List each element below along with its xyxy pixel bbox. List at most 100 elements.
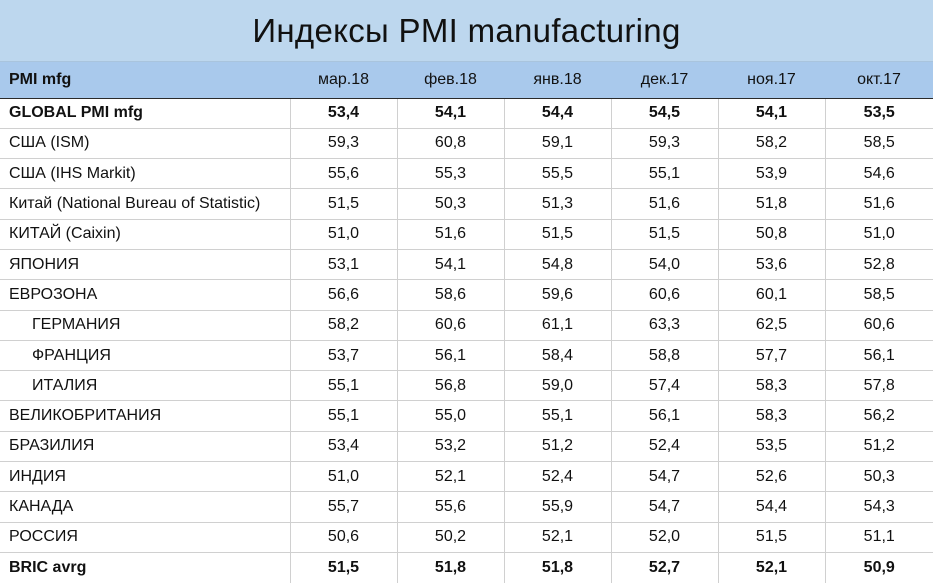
row-value: 54,0 [610,249,718,281]
row-value: 58,5 [824,279,933,311]
row-value: 51,5 [289,188,397,220]
row-value: 60,8 [396,128,504,160]
table-row: США (IHS Markit) 55,6 55,3 55,5 55,1 53,9 54,6 [0,158,933,190]
row-value: 52,1 [396,461,504,493]
row-value: 51,1 [824,522,933,553]
row-value: 57,7 [717,340,825,372]
row-value: 53,5 [717,431,825,463]
header-label: PMI mfg [0,62,290,99]
table-row: ИТАЛИЯ 55,1 56,8 59,0 57,4 58,3 57,8 [0,370,933,402]
header-row: PMI mfg мар.18 фев.18 янв.18 дек.17 ноя.… [0,62,933,99]
row-value: 57,8 [824,370,933,402]
row-value: 52,8 [824,249,933,281]
row-label: ЯПОНИЯ [0,249,290,281]
row-label: ЕВРОЗОНА [0,279,290,311]
row-value: 51,8 [717,188,825,220]
row-value: 51,8 [503,551,611,583]
row-value: 55,1 [503,400,611,432]
table-row: Китай (National Bureau of Statistic) 51,5… [0,188,933,220]
row-value: 59,0 [503,370,611,402]
row-value: 55,3 [396,158,504,190]
row-value: 53,5 [824,98,933,129]
header-month: мар.18 [290,62,397,99]
row-value: 58,8 [610,340,718,372]
row-value: 59,3 [610,128,718,160]
row-value: 55,0 [396,400,504,432]
row-value: 51,6 [824,188,933,220]
row-value: 51,0 [289,461,397,493]
row-value: 63,3 [610,310,718,341]
row-value: 56,1 [824,340,933,372]
row-value: 62,5 [717,310,825,341]
row-value: 53,9 [717,158,825,190]
row-value: 51,0 [824,219,933,250]
row-label: КАНАДА [0,491,290,523]
row-value: 58,5 [824,128,933,160]
page-title: Индексы PMI manufacturing [252,11,681,49]
table-row: GLOBAL PMI mfg 53,4 54,1 54,4 54,5 54,1 53,5 [0,98,933,129]
row-value: 59,3 [289,128,397,160]
row-value: 51,5 [503,219,611,250]
header-month: окт.17 [825,62,933,99]
row-value: 58,2 [717,128,825,160]
row-value: 51,6 [610,188,718,220]
row-value: 60,1 [717,279,825,311]
table-row: ВЕЛИКОБРИТАНИЯ 55,1 55,0 55,1 56,1 58,3 56,2 [0,400,933,432]
row-value: 55,5 [503,158,611,190]
row-label: США (ISM) [0,128,290,160]
row-value: 53,2 [396,431,504,463]
row-value: 50,2 [396,522,504,553]
row-value: 52,4 [503,461,611,493]
row-value: 50,9 [824,551,933,583]
row-value: 54,7 [610,461,718,493]
row-value: 53,6 [717,249,825,281]
row-value: 54,6 [824,158,933,190]
row-label: ВЕЛИКОБРИТАНИЯ [0,400,290,432]
table-header: PMI mfg мар.18 фев.18 янв.18 дек.17 ноя.… [0,62,933,99]
row-value: 56,6 [289,279,397,311]
row-value: 55,1 [289,370,397,402]
header-month: дек.17 [611,62,718,99]
row-label: РОССИЯ [0,522,290,553]
row-value: 58,4 [503,340,611,372]
table-row: ЕВРОЗОНА 56,6 58,6 59,6 60,6 60,1 58,5 [0,279,933,311]
row-value: 54,5 [610,98,718,129]
title-banner: Индексы PMI manufacturing [0,0,933,62]
row-value: 54,1 [396,98,504,129]
row-value: 50,3 [824,461,933,493]
row-value: 56,8 [396,370,504,402]
row-value: 58,2 [289,310,397,341]
row-value: 56,1 [396,340,504,372]
row-value: 55,6 [396,491,504,523]
row-value: 52,0 [610,522,718,553]
row-value: 53,4 [289,431,397,463]
row-value: 51,5 [717,522,825,553]
row-value: 51,0 [289,219,397,250]
table-row: ГЕРМАНИЯ 58,2 60,6 61,1 63,3 62,5 60,6 [0,310,933,341]
row-value: 52,7 [610,551,718,583]
row-value: 51,8 [396,551,504,583]
table-row: BRIC avrg 51,5 51,8 51,8 52,7 52,1 50,9 [0,551,933,583]
row-value: 55,7 [289,491,397,523]
row-value: 55,1 [289,400,397,432]
row-value: 60,6 [824,310,933,341]
table-row: ФРАНЦИЯ 53,7 56,1 58,4 58,8 57,7 56,1 [0,340,933,372]
row-value: 54,4 [503,98,611,129]
row-value: 56,2 [824,400,933,432]
row-value: 52,1 [503,522,611,553]
row-value: 51,2 [503,431,611,463]
row-value: 61,1 [503,310,611,341]
row-label: GLOBAL PMI mfg [0,98,290,129]
row-value: 52,4 [610,431,718,463]
row-value: 54,7 [610,491,718,523]
table-row: ИНДИЯ 51,0 52,1 52,4 54,7 52,6 50,3 [0,461,933,493]
row-value: 55,1 [610,158,718,190]
row-value: 60,6 [610,279,718,311]
row-value: 50,3 [396,188,504,220]
row-label: ИТАЛИЯ [0,370,290,402]
row-label: Китай (National Bureau of Statistic) [0,188,290,220]
row-value: 58,6 [396,279,504,311]
row-value: 59,1 [503,128,611,160]
row-label: ФРАНЦИЯ [0,340,290,372]
row-value: 52,1 [717,551,825,583]
